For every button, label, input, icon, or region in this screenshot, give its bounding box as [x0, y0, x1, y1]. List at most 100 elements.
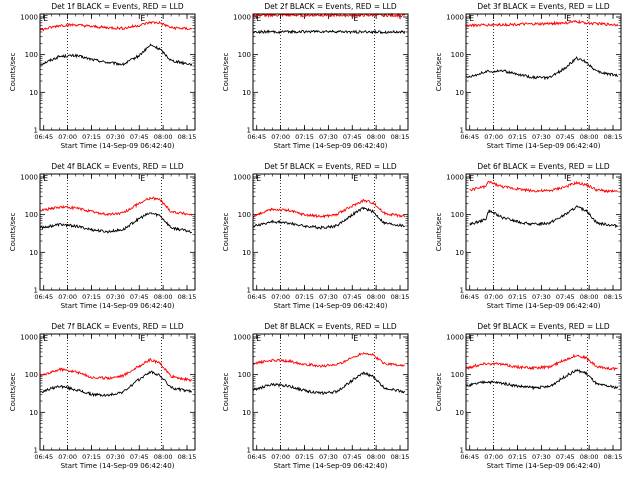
x-tick-label: 07:15 [295, 133, 314, 141]
chart-title: Det 8f BLACK = Events, RED = LLD [264, 322, 397, 331]
lld-series-line [466, 353, 618, 372]
chart-title: Det 6f BLACK = Events, RED = LLD [477, 162, 610, 171]
x-tick-label: 08:00 [154, 133, 173, 141]
plot-frame [252, 333, 409, 451]
detector-panel-2: Det 2f BLACK = Events, RED = LLD E E 1 10 100… [213, 0, 426, 160]
x-tick-label: 07:00 [58, 293, 77, 301]
y-tick-label: 1 [34, 287, 38, 295]
y-tick-label: 100 [25, 211, 38, 219]
x-tick-label: 08:15 [604, 293, 623, 301]
x-tick-label: 07:45 [556, 293, 575, 301]
y-tick-label: 1 [34, 127, 38, 135]
y-axis-label: Counts/sec [222, 53, 230, 92]
y-tick-label: 10 [242, 249, 251, 257]
e-marker: E [43, 334, 48, 343]
y-tick-label: 100 [25, 371, 38, 379]
y-tick-label: 1 [460, 127, 464, 135]
plot-frame [39, 333, 196, 451]
y-tick-label: 1000 [233, 333, 251, 341]
x-tick-label: 07:45 [556, 453, 575, 461]
e-marker: E [140, 334, 145, 343]
x-tick-label: 07:45 [556, 133, 575, 141]
x-tick-label: 07:15 [508, 133, 527, 141]
e-marker: E [256, 14, 261, 23]
x-tick-label: 06:45 [247, 133, 266, 141]
events-series-line [466, 56, 619, 81]
x-tick-label: 06:45 [247, 453, 266, 461]
detector-panel-5: Det 5f BLACK = Events, RED = LLD E E 1 10 100… [213, 160, 426, 320]
x-tick-label: 07:00 [484, 453, 503, 461]
x-tick-label: 08:00 [580, 453, 599, 461]
e-marker: E [353, 334, 358, 343]
e-marker: E [566, 174, 571, 183]
lld-series-line [40, 357, 193, 382]
events-series-line [466, 368, 619, 391]
x-axis-label: Start Time (14-Sep-09 06:42:40) [274, 462, 388, 470]
y-tick-label: 1 [247, 127, 251, 135]
x-tick-label: 06:45 [34, 133, 53, 141]
x-tick-label: 08:15 [391, 133, 410, 141]
events-series-line [40, 43, 193, 67]
events-series-line [40, 212, 192, 234]
lld-series-line [40, 20, 193, 32]
y-axis-label: Counts/sec [9, 213, 17, 252]
y-tick-label: 1000 [446, 173, 464, 181]
plot-frame [39, 13, 196, 131]
x-tick-label: 07:30 [106, 293, 125, 301]
y-tick-label: 1000 [233, 173, 251, 181]
y-tick-label: 100 [238, 211, 251, 219]
chart-title: Det 4f BLACK = Events, RED = LLD [51, 162, 184, 171]
y-tick-label: 1 [460, 287, 464, 295]
x-tick-label: 08:15 [178, 293, 197, 301]
chart-title: Det 1f BLACK = Events, RED = LLD [51, 2, 184, 11]
x-tick-label: 07:00 [58, 453, 77, 461]
x-tick-label: 08:15 [178, 453, 197, 461]
x-tick-label: 07:30 [532, 293, 551, 301]
y-tick-label: 100 [238, 371, 251, 379]
x-tick-label: 07:45 [343, 133, 362, 141]
lld-series-line [40, 196, 193, 217]
x-axis-label: Start Time (14-Sep-09 06:42:40) [61, 462, 175, 470]
lld-series-line [466, 19, 619, 28]
x-tick-label: 08:00 [367, 133, 386, 141]
y-axis-label: Counts/sec [9, 373, 17, 412]
x-tick-label: 06:45 [460, 133, 479, 141]
detector-panel-4: Det 4f BLACK = Events, RED = LLD E E 1 10 100… [0, 160, 213, 320]
e-marker: E [353, 14, 358, 23]
lld-series-line [469, 180, 619, 194]
plot-frame [39, 173, 196, 291]
x-tick-label: 07:45 [130, 293, 149, 301]
y-axis-label: Counts/sec [435, 53, 443, 92]
lld-series-line [253, 352, 406, 368]
x-tick-label: 08:15 [604, 453, 623, 461]
x-tick-label: 07:15 [508, 293, 527, 301]
y-tick-label: 1000 [446, 13, 464, 21]
plot-frame [465, 13, 622, 131]
x-tick-label: 07:45 [343, 293, 362, 301]
y-tick-label: 1 [34, 447, 38, 455]
x-tick-label: 08:00 [580, 293, 599, 301]
plot-frame [465, 333, 622, 451]
y-tick-label: 10 [29, 89, 38, 97]
x-tick-label: 07:15 [295, 453, 314, 461]
plot-frame [465, 173, 622, 291]
detector-panel-8: Det 8f BLACK = Events, RED = LLD E E 1 10 100… [213, 320, 426, 480]
x-tick-label: 08:00 [367, 453, 386, 461]
e-marker: E [469, 334, 474, 343]
x-tick-label: 08:15 [391, 453, 410, 461]
x-axis-label: Start Time (14-Sep-09 06:42:40) [274, 142, 388, 150]
detector-panel-6: Det 6f BLACK = Events, RED = LLD E E 1 10 100… [426, 160, 639, 320]
y-tick-label: 100 [451, 371, 464, 379]
y-tick-label: 1 [460, 447, 464, 455]
x-tick-label: 08:15 [604, 133, 623, 141]
plot-frame [252, 173, 409, 291]
chart-title: Det 3f BLACK = Events, RED = LLD [477, 2, 610, 11]
x-axis-label: Start Time (14-Sep-09 06:42:40) [61, 302, 175, 310]
e-marker: E [469, 174, 474, 183]
x-tick-label: 07:15 [508, 453, 527, 461]
